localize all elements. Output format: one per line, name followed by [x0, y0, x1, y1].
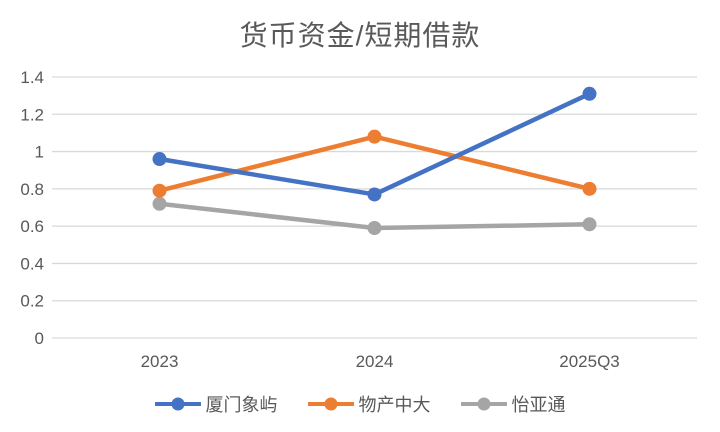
legend-line-dot-icon	[154, 397, 201, 411]
series-line	[157, 91, 592, 197]
data-point-marker	[152, 152, 167, 167]
data-point-marker	[582, 181, 597, 196]
data-point-marker	[152, 183, 167, 198]
data-point-marker	[367, 129, 382, 144]
y-axis-tick-label: 0	[35, 329, 44, 348]
legend-item-series-1: 物产中大	[307, 391, 431, 417]
data-point-marker	[152, 196, 167, 211]
legend-line-dot-icon	[460, 397, 507, 411]
legend-line-dot-icon	[307, 397, 354, 411]
y-axis-tick-label: 0.6	[20, 217, 44, 236]
data-point-marker	[367, 187, 382, 202]
legend-item-series-2: 怡亚通	[460, 391, 566, 417]
legend-label: 厦门象屿	[205, 395, 278, 415]
series-line	[157, 134, 592, 193]
y-axis-tick-label: 0.8	[20, 180, 44, 199]
data-point-marker	[582, 217, 597, 232]
chart-title: 货币资金/短期借款	[239, 20, 481, 51]
legend-label: 怡亚通	[511, 395, 566, 415]
x-axis-tick-label: 2023	[141, 352, 179, 371]
x-axis-tick-label: 2024	[356, 352, 394, 371]
y-axis-tick-label: 1	[35, 143, 44, 162]
data-point-marker	[367, 221, 382, 236]
legend-item-series-0: 厦门象屿	[154, 391, 278, 417]
y-axis-tick-label: 0.2	[20, 292, 44, 311]
chart-legend: 厦门象屿 物产中大 怡亚通	[0, 391, 720, 417]
data-point-marker	[582, 86, 597, 101]
y-axis-tick-label: 0.4	[20, 254, 44, 273]
y-axis-tick-label: 1.2	[20, 105, 44, 124]
y-axis-tick-label: 1.4	[20, 68, 44, 87]
x-axis-tick-label: 2025Q3	[559, 352, 620, 371]
legend-label: 物产中大	[358, 395, 431, 415]
